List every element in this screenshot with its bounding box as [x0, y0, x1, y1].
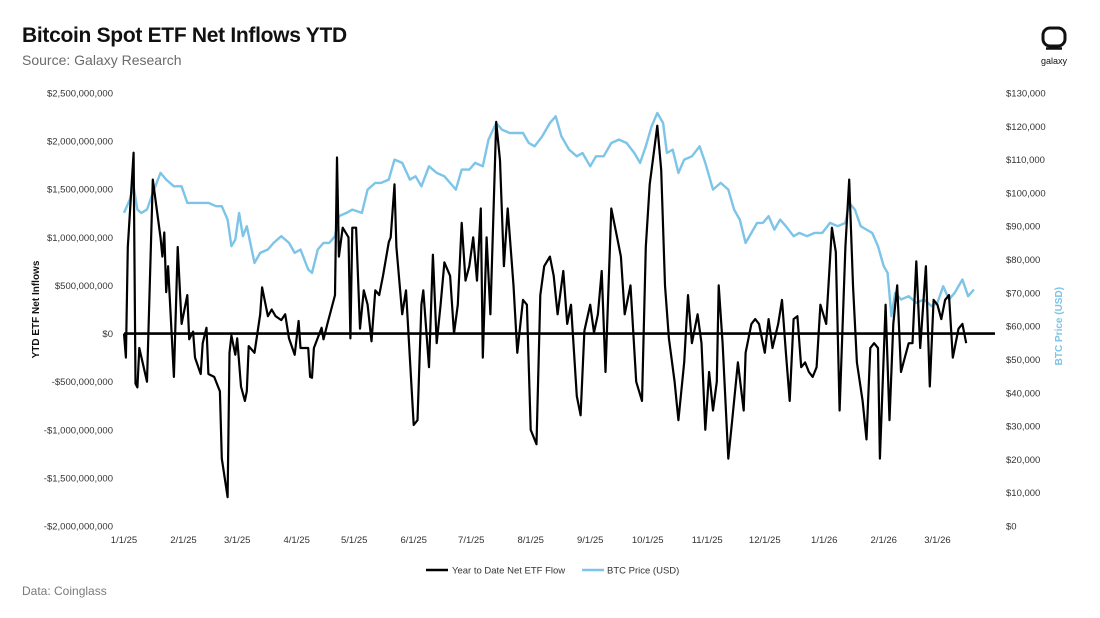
x-tick-label: 1/1/26 — [811, 535, 837, 546]
y-right-tick-label: $50,000 — [1006, 355, 1040, 366]
data-source-footer: Data: Coinglass — [22, 584, 107, 598]
y-right-tick-label: $110,000 — [1006, 155, 1045, 166]
x-tick-label: 8/1/25 — [518, 535, 544, 546]
y-left-tick-label: $500,000,000 — [55, 281, 113, 292]
y-left-tick-label: $0 — [102, 329, 113, 340]
legend-flow-label: Year to Date Net ETF Flow — [452, 566, 565, 577]
page-subtitle: Source: Galaxy Research — [22, 52, 182, 68]
x-axis-ticks: 1/1/25 2/1/25 3/1/25 4/1/25 5/1/25 6/1/25 7/1/… — [111, 535, 951, 546]
y-left-tick-label: $1,000,000,000 — [47, 233, 113, 244]
x-tick-label: 7/1/25 — [458, 535, 484, 546]
y-left-tick-label: $2,000,000,000 — [47, 137, 113, 148]
y-axis-right-ticks: $130,000 $120,000 $110,000 $100,000 $90,000 $… — [1006, 89, 1046, 533]
x-tick-label: 12/1/25 — [749, 535, 781, 546]
y-left-tick-label: $1,500,000,000 — [47, 185, 113, 196]
x-tick-label: 9/1/25 — [577, 535, 603, 546]
y-right-tick-label: $30,000 — [1006, 422, 1040, 433]
x-tick-label: 2/1/26 — [871, 535, 897, 546]
y-left-tick-label: $2,500,000,000 — [47, 89, 113, 100]
logo-text: galaxy — [1040, 56, 1067, 66]
y-axis-left-ticks: $2,500,000,000 $2,000,000,000 $1,500,000,0… — [44, 89, 113, 533]
y-right-tick-label: $40,000 — [1006, 388, 1040, 399]
y-right-tick-label: $10,000 — [1006, 488, 1040, 499]
x-tick-label: 5/1/25 — [341, 535, 367, 546]
x-tick-label: 2/1/25 — [170, 535, 196, 546]
y-right-tick-label: $0 — [1006, 522, 1017, 533]
legend-price-label: BTC Price (USD) — [607, 566, 679, 577]
y-right-tick-label: $70,000 — [1006, 288, 1040, 299]
etf-flow-series-line — [122, 120, 968, 499]
y-left-tick-label: -$1,000,000,000 — [44, 425, 113, 436]
galaxy-logo-icon — [1041, 26, 1067, 50]
y-axis-right-label: BTC Price (USD) — [1054, 287, 1065, 365]
x-tick-label: 10/1/25 — [632, 535, 664, 546]
y-right-tick-label: $90,000 — [1006, 222, 1040, 233]
y-left-tick-label: -$2,000,000,000 — [44, 522, 113, 533]
x-tick-label: 11/1/25 — [692, 535, 723, 546]
btc-price-series-line — [122, 111, 975, 318]
y-right-tick-label: $80,000 — [1006, 255, 1040, 266]
x-tick-label: 1/1/25 — [111, 535, 137, 546]
page-title: Bitcoin Spot ETF Net Inflows YTD — [22, 24, 347, 47]
y-left-tick-label: -$500,000,000 — [52, 377, 113, 388]
y-right-tick-label: $20,000 — [1006, 455, 1040, 466]
x-tick-label: 3/1/26 — [924, 535, 950, 546]
y-right-tick-label: $60,000 — [1006, 322, 1040, 333]
y-right-tick-label: $100,000 — [1006, 188, 1046, 199]
x-tick-label: 6/1/25 — [400, 535, 426, 546]
x-tick-label: 4/1/25 — [283, 535, 309, 546]
x-tick-label: 3/1/25 — [224, 535, 250, 546]
legend: Year to Date Net ETF Flow BTC Price (USD… — [426, 566, 679, 577]
brand-logo: galaxy — [1036, 26, 1072, 66]
y-axis-left-label: YTD ETF Net Inflows — [31, 260, 42, 358]
y-right-tick-label: $130,000 — [1006, 89, 1046, 100]
y-right-tick-label: $120,000 — [1006, 122, 1046, 133]
y-left-tick-label: -$1,500,000,000 — [44, 473, 113, 484]
